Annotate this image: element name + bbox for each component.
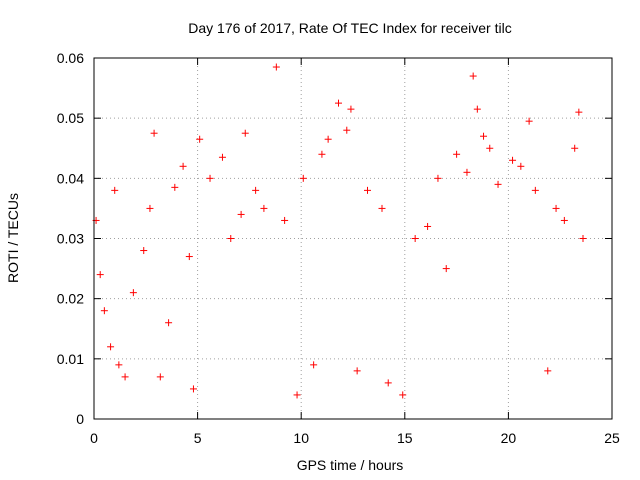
data-point xyxy=(353,367,361,375)
data-point xyxy=(486,144,494,152)
data-point xyxy=(237,210,245,218)
data-point xyxy=(324,135,332,143)
data-point xyxy=(227,235,235,242)
y-tick-label: 0.05 xyxy=(57,110,84,126)
data-point xyxy=(434,174,442,182)
data-point xyxy=(318,150,326,158)
y-tick-label: 0.06 xyxy=(57,50,84,66)
data-point xyxy=(544,367,552,375)
data-point xyxy=(218,153,226,161)
data-point xyxy=(156,373,164,381)
data-point xyxy=(347,105,355,113)
data-point xyxy=(480,132,488,140)
data-point xyxy=(241,129,249,137)
x-ticks: 0 5 10 15 20 25 xyxy=(90,58,620,446)
data-point xyxy=(575,108,583,116)
data-point xyxy=(517,162,525,170)
data-point xyxy=(272,63,280,71)
data-point xyxy=(310,361,318,369)
data-point xyxy=(463,168,471,176)
data-point xyxy=(281,216,289,224)
data-point xyxy=(384,379,392,387)
x-tick-label: 25 xyxy=(604,430,620,446)
data-point xyxy=(206,174,214,182)
data-point xyxy=(579,235,587,242)
x-tick-label: 5 xyxy=(194,430,202,446)
data-point xyxy=(196,135,204,143)
data-point xyxy=(111,186,119,194)
data-point xyxy=(364,186,372,194)
data-point xyxy=(509,156,517,164)
y-tick-label: 0.03 xyxy=(57,231,84,247)
data-point xyxy=(525,117,533,125)
data-point xyxy=(179,162,187,170)
data-point xyxy=(453,150,461,158)
data-point xyxy=(150,129,158,137)
data-point xyxy=(560,216,568,224)
data-point xyxy=(129,289,137,297)
data-point xyxy=(121,373,129,381)
x-tick-label: 10 xyxy=(293,430,309,446)
data-point xyxy=(100,307,108,315)
grid-lines xyxy=(94,58,612,419)
data-point xyxy=(343,126,351,134)
data-point xyxy=(115,361,123,369)
data-point xyxy=(469,72,477,80)
y-ticks: 0 0.01 0.02 0.03 0.04 0.05 0.06 xyxy=(57,50,612,427)
chart-title: Day 176 of 2017, Rate Of TEC Index for r… xyxy=(188,20,511,36)
data-point xyxy=(334,99,342,107)
data-point xyxy=(299,174,307,182)
data-point xyxy=(96,271,104,279)
data-point xyxy=(107,343,115,351)
data-point xyxy=(293,391,301,399)
data-point xyxy=(252,186,260,194)
data-point xyxy=(189,385,197,393)
data-point xyxy=(424,222,432,230)
data-point xyxy=(185,253,193,261)
data-point xyxy=(171,183,179,191)
data-point xyxy=(473,105,481,113)
y-tick-label: 0.01 xyxy=(57,351,84,367)
data-point xyxy=(411,235,419,242)
y-tick-label: 0 xyxy=(76,411,84,427)
data-point xyxy=(531,186,539,194)
data-point xyxy=(140,247,148,255)
x-tick-label: 20 xyxy=(501,430,517,446)
data-point xyxy=(399,391,407,399)
data-point xyxy=(146,204,154,212)
x-tick-label: 0 xyxy=(90,430,98,446)
data-point xyxy=(260,204,268,212)
y-tick-label: 0.02 xyxy=(57,291,84,307)
data-point xyxy=(494,180,502,188)
x-axis-label: GPS time / hours xyxy=(297,457,404,473)
data-point xyxy=(552,204,560,212)
data-point xyxy=(442,265,450,273)
x-tick-label: 15 xyxy=(397,430,413,446)
data-point xyxy=(165,319,173,327)
data-point xyxy=(378,204,386,212)
data-points xyxy=(92,63,587,399)
y-tick-label: 0.04 xyxy=(57,170,84,186)
data-point xyxy=(571,144,579,152)
y-axis-label: ROTI / TECUs xyxy=(5,193,21,283)
